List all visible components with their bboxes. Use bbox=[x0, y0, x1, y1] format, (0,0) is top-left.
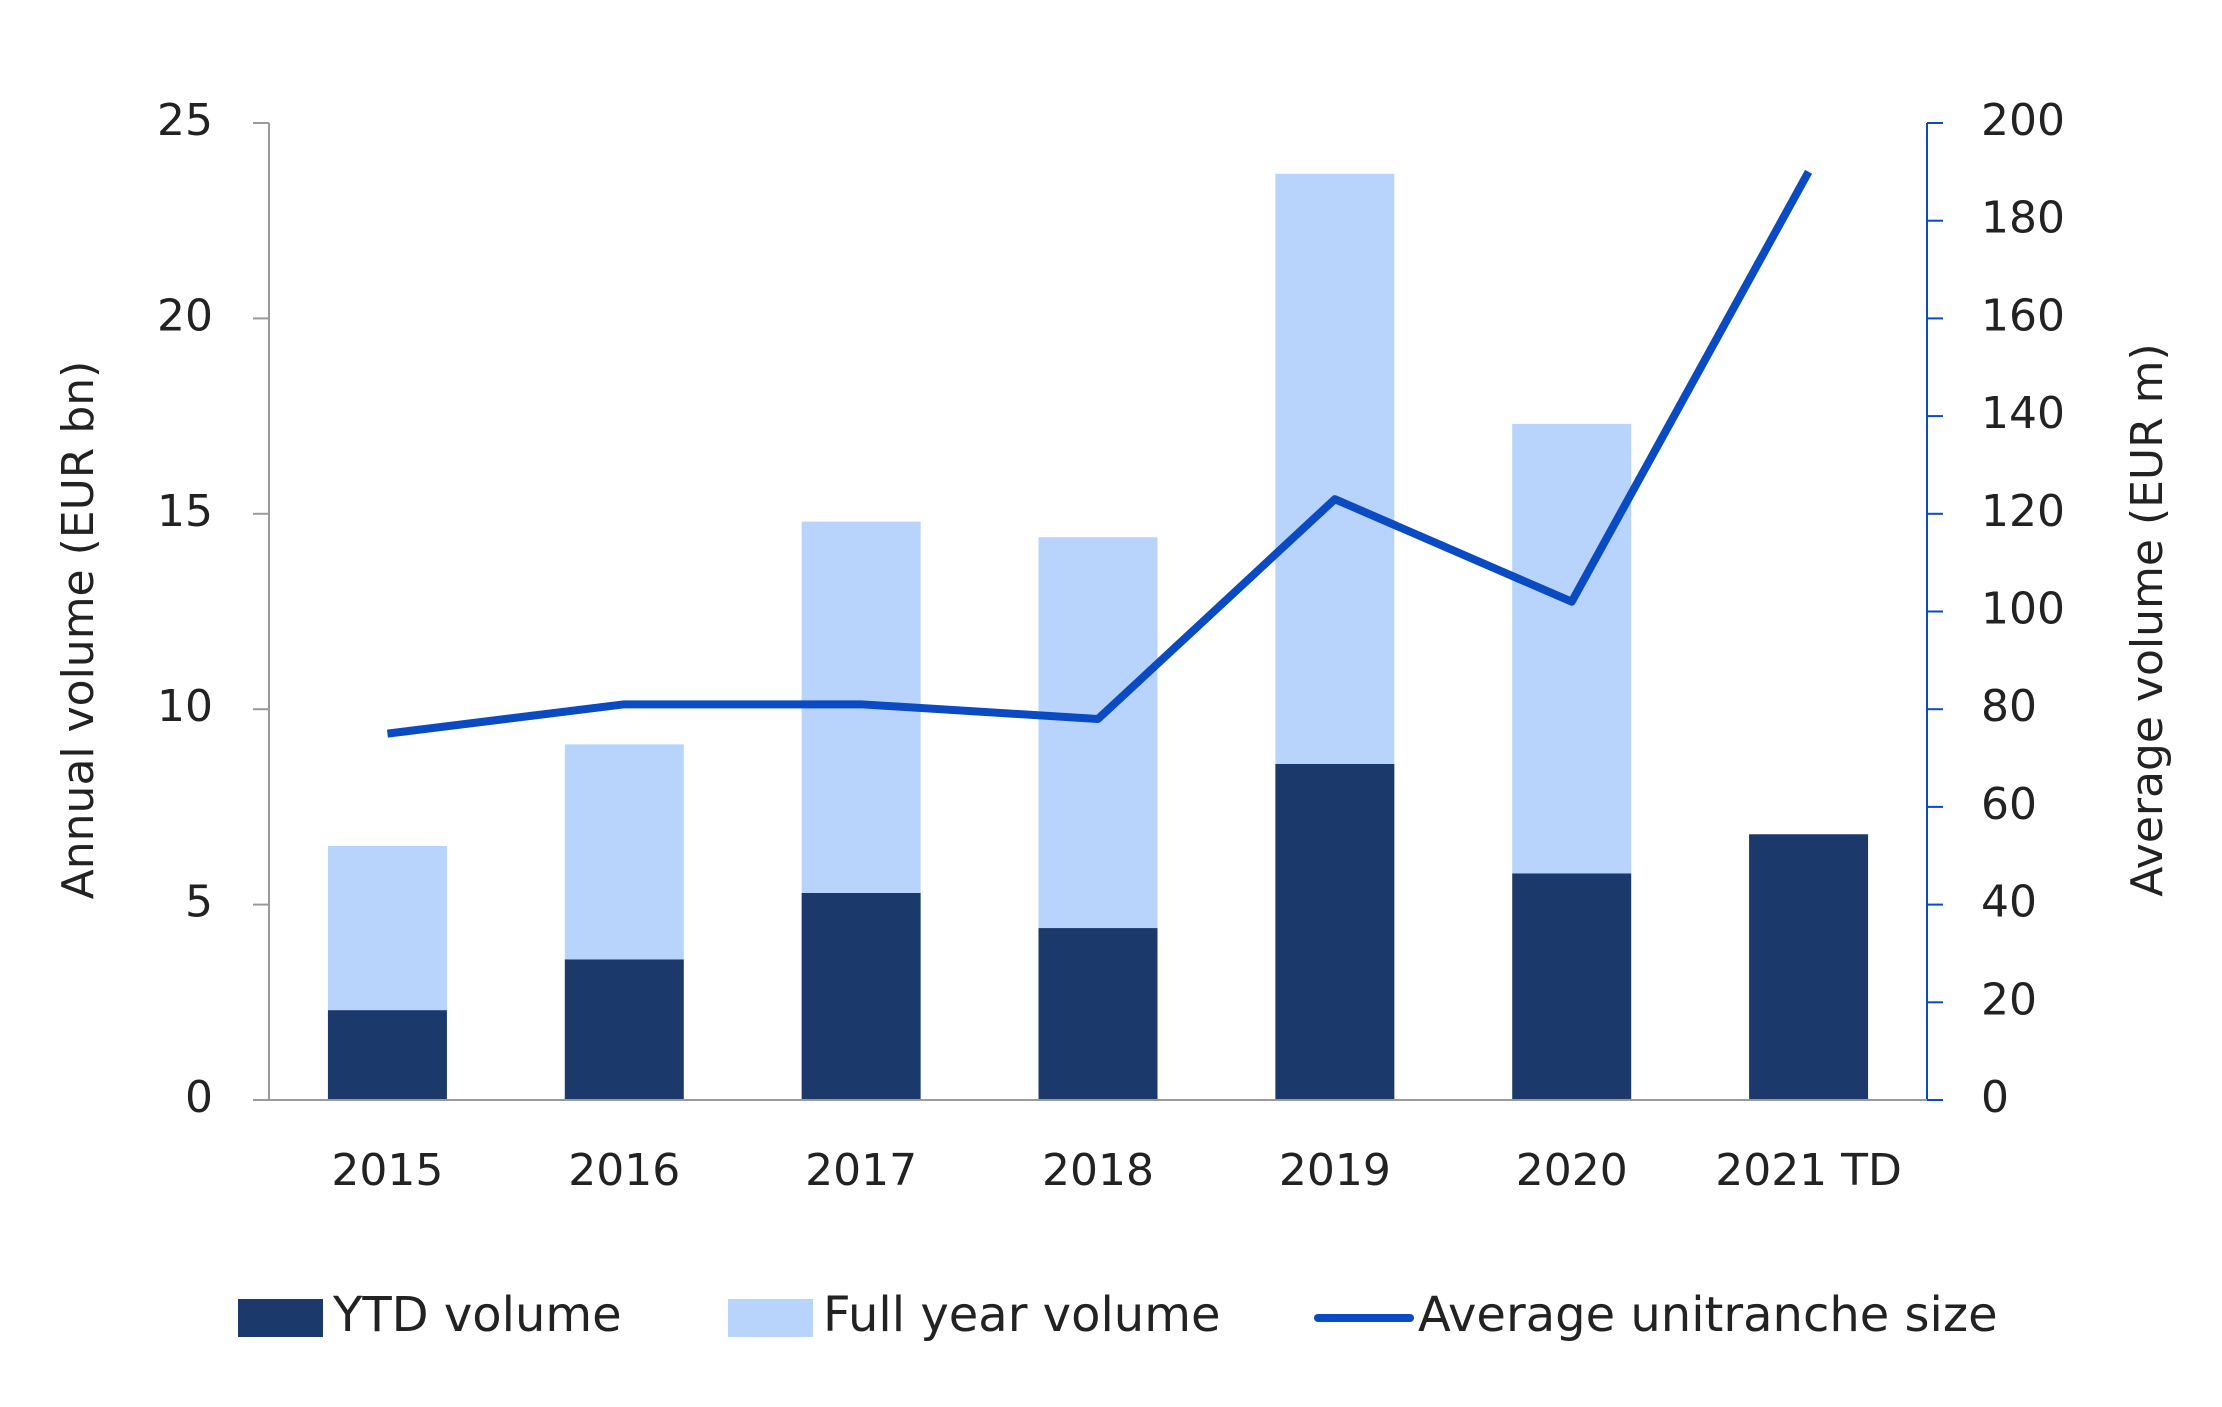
line bbox=[386, 169, 1813, 738]
x-tick-label: 2020 bbox=[1516, 1145, 1628, 1196]
y2-tick-label: 60 bbox=[1981, 779, 2037, 830]
x-tick-label: 2015 bbox=[331, 1145, 443, 1196]
bar bbox=[1275, 763, 1395, 1100]
y2-tick-label: 20 bbox=[1981, 974, 2037, 1025]
y2-tick-label: 200 bbox=[1981, 95, 2065, 146]
bar bbox=[1512, 423, 1632, 874]
x-tick-label: 2018 bbox=[1042, 1145, 1154, 1196]
x-tick-label: 2016 bbox=[568, 1145, 680, 1196]
legend: YTD volume Full year volume Average unitra… bbox=[238, 1287, 1998, 1343]
y2-tick-label: 100 bbox=[1981, 584, 2065, 635]
x-tick-label: 2017 bbox=[805, 1145, 917, 1196]
bar bbox=[564, 959, 684, 1100]
y2-tick-label: 120 bbox=[1981, 486, 2065, 537]
y-tick-label: 25 bbox=[157, 95, 213, 146]
bar bbox=[1512, 873, 1632, 1100]
x-tick-label: 2019 bbox=[1279, 1145, 1391, 1196]
y-tick-label: 0 bbox=[185, 1072, 213, 1123]
y2-tick-label: 0 bbox=[1981, 1072, 2009, 1123]
y-tick-label: 5 bbox=[185, 877, 213, 928]
bar bbox=[1038, 537, 1158, 929]
y2-tick-label: 180 bbox=[1981, 193, 2065, 244]
x-tick-label: 2021 TD bbox=[1715, 1145, 1902, 1196]
legend-label: YTD volume bbox=[332, 1287, 622, 1343]
y2-tick-label: 80 bbox=[1981, 681, 2037, 732]
bar bbox=[801, 892, 921, 1100]
bar bbox=[1275, 173, 1395, 764]
legend-swatch bbox=[728, 1299, 813, 1337]
bar bbox=[1038, 928, 1158, 1100]
y-tick-label: 10 bbox=[157, 681, 213, 732]
y-tick-label: 20 bbox=[157, 290, 213, 341]
y-axis-label: Annual volume (EUR bn) bbox=[53, 361, 104, 900]
y2-tick-label: 140 bbox=[1981, 388, 2065, 439]
bar bbox=[1749, 834, 1869, 1100]
y2-tick-label: 160 bbox=[1981, 290, 2065, 341]
y-tick-label: 15 bbox=[157, 486, 213, 537]
legend-swatch bbox=[238, 1299, 323, 1337]
legend-label: Full year volume bbox=[823, 1287, 1221, 1343]
bar bbox=[327, 1010, 447, 1100]
bar bbox=[564, 744, 684, 960]
y2-axis-label: Average volume (EUR m) bbox=[2122, 343, 2173, 896]
bar bbox=[327, 845, 447, 1011]
y2-tick-label: 40 bbox=[1981, 877, 2037, 928]
legend-label: Average unitranche size bbox=[1418, 1287, 1998, 1343]
